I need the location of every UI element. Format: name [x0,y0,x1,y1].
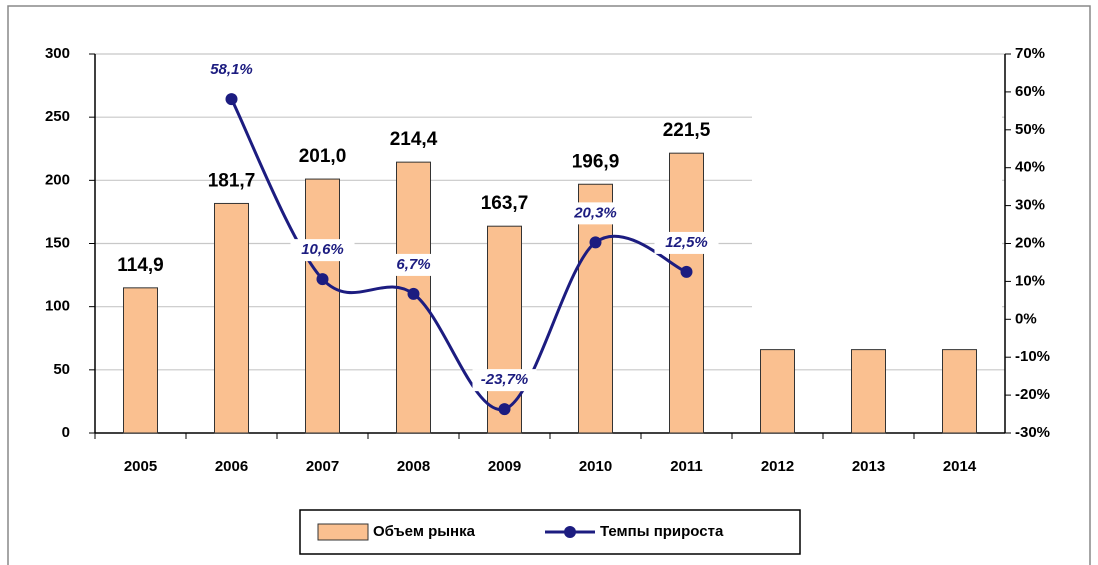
bar-value-label: 114,9 [117,255,164,276]
y2-tick-label: -20% [1015,386,1050,403]
y2-tick-label: -10% [1015,348,1050,365]
legend-swatch [317,523,369,541]
y2-tick-label: 20% [1015,234,1045,251]
legend-label: Объем рынка [373,523,476,540]
bar [760,349,795,434]
line-value-label: -23,7% [481,371,529,388]
legend-label: Темпы прироста [600,523,724,540]
y2-tick-label: -30% [1015,424,1050,441]
x-tick-label: 2011 [670,458,703,475]
line-marker [316,273,329,286]
bar-value-label: 221,5 [663,120,711,141]
label-bg [472,369,537,392]
line-value-label: 20,3% [573,204,617,221]
label-bg [563,202,628,225]
label-bg [199,59,264,82]
bar [214,202,249,434]
y2-tick-label: 50% [1015,121,1045,138]
label-bg [290,239,355,262]
line-value-label: 58,1% [210,61,253,78]
x-tick-label: 2012 [761,458,794,475]
mask [752,100,1002,325]
bar [851,349,886,434]
y2-tick-label: 70% [1015,45,1045,62]
y-tick-label: 100 [45,298,70,315]
bar [942,349,977,434]
y2-tick-label: 30% [1015,197,1045,214]
y2-tick-label: 10% [1015,272,1045,289]
line-marker [680,265,693,278]
y2-tick-label: 40% [1015,159,1045,176]
y-tick-label: 0 [62,424,70,441]
x-tick-label: 2010 [579,458,612,475]
line-marker [407,287,420,300]
line-value-label: 10,6% [301,241,344,258]
bar [578,183,613,434]
y-tick-label: 250 [45,108,70,125]
label-bg [381,253,446,276]
label-bg [654,231,719,254]
bar-value-label: 201,0 [299,146,347,167]
x-tick-label: 2007 [306,458,339,475]
x-tick-label: 2013 [852,458,885,475]
x-tick-label: 2006 [215,458,248,475]
x-tick-label: 2008 [397,458,430,475]
bar [123,287,158,434]
bar-value-label: 181,7 [208,170,256,191]
x-tick-label: 2005 [124,458,157,475]
line-value-label: 6,7% [396,256,430,273]
y2-tick-label: 60% [1015,83,1045,100]
line-marker [498,403,511,416]
bar-value-label: 163,7 [481,193,529,214]
bar-value-label: 214,4 [390,129,438,150]
bar [305,178,340,434]
y2-tick-label: 0% [1015,310,1037,327]
y-tick-label: 50 [53,361,70,378]
x-tick-label: 2014 [943,458,977,475]
line-marker [225,93,238,106]
legend-marker [564,526,576,538]
bar [669,152,704,434]
line-value-label: 12,5% [665,234,708,251]
x-tick-label: 2009 [488,458,521,475]
y-tick-label: 300 [45,45,70,62]
line-marker [589,236,602,249]
bar-value-label: 196,9 [572,151,620,172]
y-tick-label: 200 [45,171,70,188]
y-tick-label: 150 [45,234,70,251]
